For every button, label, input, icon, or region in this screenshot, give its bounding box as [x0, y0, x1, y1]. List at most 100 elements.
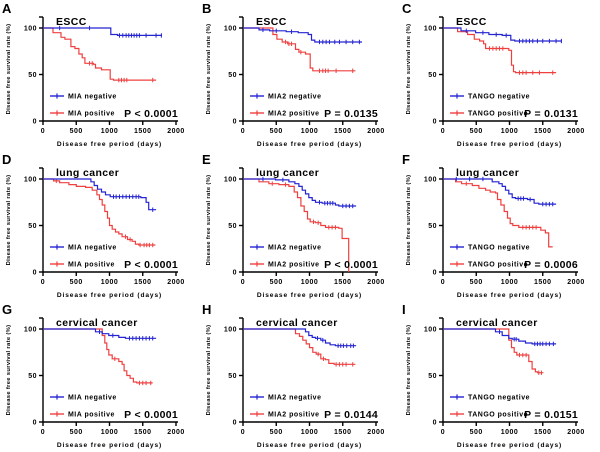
legend-item-mia-positive: MIA positive [50, 411, 115, 419]
y-tick-label: 0 [433, 420, 437, 427]
y-tick-label: 0 [33, 269, 37, 276]
legend-item-tango-positive: TANGO positive [450, 411, 528, 419]
plot-title: ESCC [256, 17, 287, 28]
p-value-label: P < 0.0001 [124, 109, 178, 120]
x-tick-label: 500 [270, 429, 283, 436]
x-axis-label: Disease free period (days) [57, 442, 162, 449]
legend-item-mia2-positive: MIA2 positive [250, 261, 319, 268]
x-tick-label: 1000 [501, 128, 519, 135]
y-axis-label: Disease free survival rate (%) [406, 174, 412, 265]
x-tick-label: 500 [470, 429, 483, 436]
x-axis-label: Disease free period (days) [457, 141, 562, 148]
p-value-label: P = 0.0131 [524, 109, 578, 120]
mia-positive-curve [43, 328, 153, 386]
x-tick-label: 1500 [134, 429, 152, 436]
legend-label: MIA negative [68, 395, 117, 402]
tango-negative-curve [443, 176, 557, 206]
y-tick-label: 100 [24, 327, 37, 334]
legend-label: MIA positive [68, 111, 115, 118]
tango-positive-curve [443, 178, 553, 248]
x-axis-label: Disease free period (days) [57, 292, 162, 299]
y-tick-label: 50 [28, 223, 37, 230]
legend-item-mia-positive: MIA positive [50, 261, 114, 268]
legend-label: TANGO negative [468, 244, 530, 251]
legend-label: MIA positive [68, 412, 115, 419]
axes [39, 16, 178, 125]
x-tick-label: 500 [270, 279, 283, 286]
mia2-positive-curve [243, 328, 356, 367]
y-tick-label: 100 [424, 25, 437, 32]
legend-label: MIA negative [68, 94, 117, 101]
legend-label: TANGO negative [468, 395, 530, 402]
panel-letter: F [402, 152, 410, 167]
mia-negative-curve [43, 328, 157, 341]
legend-item-mia-negative: MIA negative [50, 394, 117, 402]
x-tick-label: 500 [270, 128, 283, 135]
plot-title: lung cancer [56, 168, 119, 179]
axes [39, 166, 178, 276]
legend-label: TANGO negative [468, 94, 530, 101]
x-tick-label: 0 [41, 429, 45, 436]
panel-A: A ESCC 0 50 100 0 500 1000 1500 2000 Disease free … [0, 0, 200, 151]
x-tick-label: 1000 [301, 279, 319, 286]
legend-item-mia2-negative: MIA2 negative [250, 93, 321, 101]
x-tick-label: 1500 [334, 279, 352, 286]
legend-item-mia-positive: MIA positive [50, 110, 115, 118]
plot-title: ESCC [56, 17, 87, 28]
plot-title: cervical cancer [256, 318, 338, 329]
plot-title: cervical cancer [456, 318, 538, 329]
x-tick-label: 0 [441, 429, 445, 436]
panel-letter: H [202, 302, 211, 317]
legend-label: TANGO positive [468, 111, 528, 118]
x-tick-label: 1000 [301, 128, 319, 135]
x-tick-label: 2000 [567, 279, 585, 286]
legend-label: MIA negative [68, 244, 117, 251]
axes [439, 317, 578, 427]
panel-C: C ESCC 0 50 100 0 500 1000 1500 2000 Disease free … [400, 0, 600, 151]
x-tick-label: 2000 [167, 279, 185, 286]
x-tick-label: 500 [70, 279, 83, 286]
y-axis-label: Disease free survival rate (%) [406, 325, 412, 416]
axes [239, 317, 378, 427]
y-tick-label: 100 [24, 176, 37, 183]
x-tick-label: 1500 [534, 279, 552, 286]
mia2-negative-curve [243, 27, 362, 45]
legend-label: MIA2 positive [268, 412, 320, 419]
p-value-label: P < 0.0001 [324, 260, 378, 271]
x-tick-label: 1000 [501, 279, 519, 286]
x-axis-label: Disease free period (days) [257, 442, 362, 449]
panel-letter: D [2, 152, 11, 167]
x-axis-label: Disease free period (days) [257, 292, 362, 299]
x-tick-label: 0 [241, 279, 245, 286]
x-tick-label: 1500 [134, 128, 152, 135]
y-tick-label: 50 [228, 223, 237, 230]
y-tick-label: 100 [424, 176, 437, 183]
legend-item-mia2-positive: MIA2 positive [250, 411, 320, 419]
x-tick-label: 2000 [567, 429, 585, 436]
x-axis-label: Disease free period (days) [457, 442, 562, 449]
tango-negative-curve [443, 328, 557, 347]
x-tick-label: 2000 [167, 128, 185, 135]
y-axis-label: Disease free survival rate (%) [6, 24, 12, 115]
y-tick-label: 0 [233, 118, 237, 125]
y-tick-label: 100 [224, 327, 237, 334]
x-tick-label: 0 [441, 279, 445, 286]
y-tick-label: 0 [233, 269, 237, 276]
y-tick-label: 0 [33, 118, 37, 125]
plot-title: lung cancer [456, 168, 519, 179]
legend-label: MIA2 negative [268, 244, 321, 251]
y-tick-label: 0 [33, 420, 37, 427]
y-tick-label: 50 [428, 72, 437, 79]
x-tick-label: 0 [441, 128, 445, 135]
y-tick-label: 50 [428, 373, 437, 380]
y-tick-label: 50 [28, 373, 37, 380]
x-tick-label: 1500 [534, 128, 552, 135]
y-axis-label: Disease free survival rate (%) [206, 325, 212, 416]
plot-title: lung cancer [256, 168, 319, 179]
